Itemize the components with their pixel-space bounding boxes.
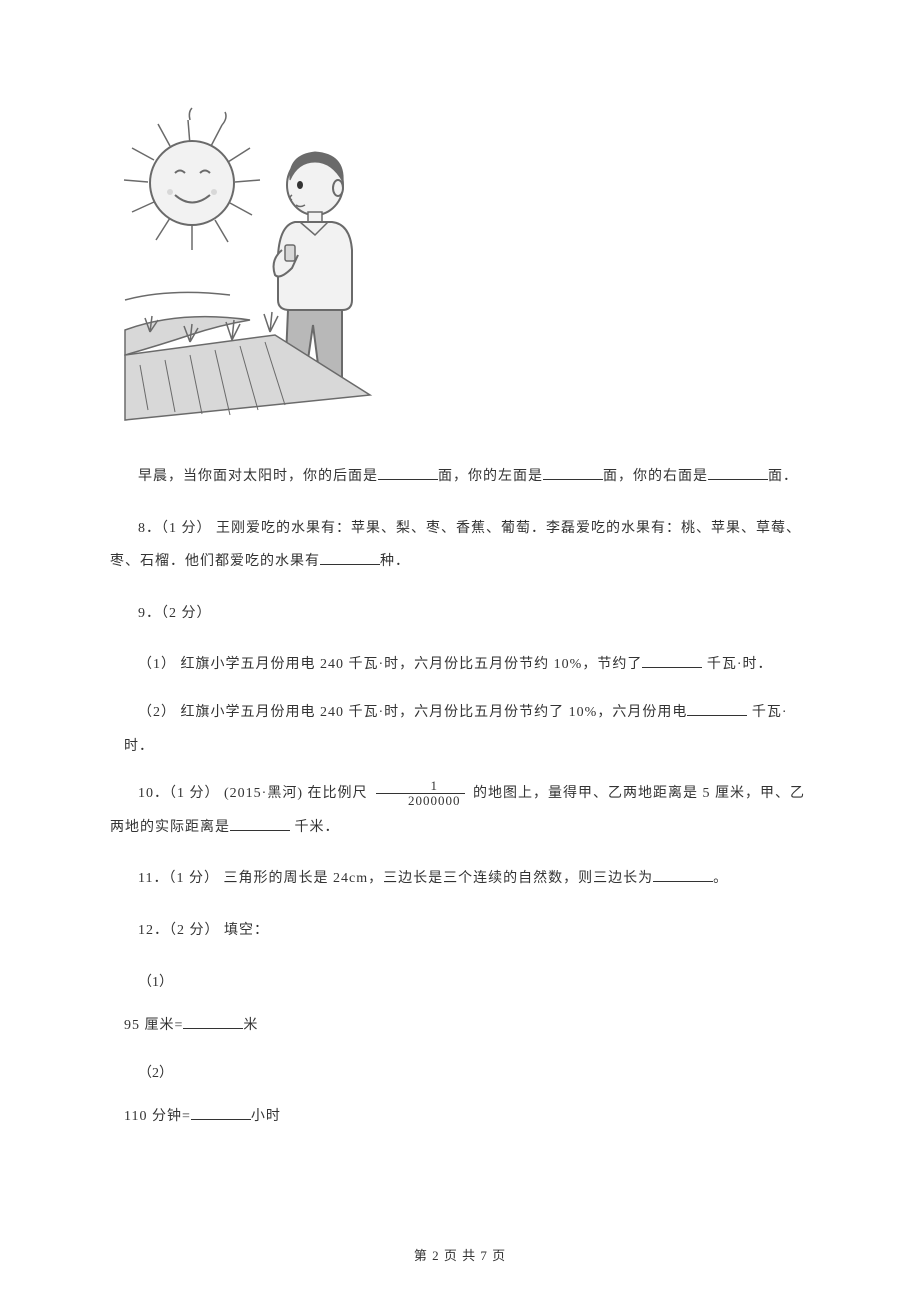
q10-frac-den: 2000000 bbox=[376, 793, 465, 808]
q8-number: 8． bbox=[138, 521, 161, 536]
q9-sub2: （2） 红旗小学五月份用电 240 千瓦·时，六月份比五月份节约了 10%，六月… bbox=[124, 696, 810, 763]
q9-sub1-label: （1） bbox=[138, 657, 176, 672]
q7-prefix: 早晨，当你面对太阳时，你的后面是 bbox=[138, 469, 378, 484]
page-number: 第 2 页 共 7 页 bbox=[414, 1248, 506, 1263]
q10-text2: 千米． bbox=[290, 820, 340, 835]
q7-text: 早晨，当你面对太阳时，你的后面是 面，你的左面是 面，你的右面是 面． bbox=[110, 460, 810, 494]
q10-source: (2015·黑河) 在比例尺 bbox=[220, 786, 373, 801]
q8: 8．（1 分） 王刚爱吃的水果有：苹果、梨、枣、香蕉、葡萄．李磊爱吃的水果有：桃… bbox=[110, 512, 810, 579]
q10-frac-num: 1 bbox=[376, 779, 465, 793]
q12-sub1-label: （1） bbox=[124, 966, 810, 1000]
q11-number: 11． bbox=[138, 871, 168, 886]
q9-sub1-text2: 千瓦·时． bbox=[702, 657, 772, 672]
q9-header: 9．（2 分） bbox=[110, 597, 810, 631]
q10-fraction: 12000000 bbox=[376, 779, 465, 809]
q7-blank-3 bbox=[708, 466, 768, 480]
q12-points: （2 分） bbox=[169, 923, 220, 938]
q12-sub1-left: 95 厘米= bbox=[124, 1018, 183, 1033]
q11-blank bbox=[653, 868, 713, 882]
q10-number: 10． bbox=[138, 786, 169, 801]
q9-sub1-blank bbox=[642, 654, 702, 668]
q10: 10．（1 分） (2015·黑河) 在比例尺 12000000 的地图上，量得… bbox=[110, 777, 810, 844]
q7-illustration bbox=[120, 100, 810, 430]
q8-text2: 种． bbox=[380, 554, 410, 569]
q10-points: （1 分） bbox=[169, 786, 220, 801]
q12-sub2-eq: 110 分钟= 小时 bbox=[124, 1100, 810, 1134]
q11-text1: 三角形的周长是 24cm，三边长是三个连续的自然数，则三边长为 bbox=[219, 871, 653, 886]
q7-mid2: 面，你的右面是 bbox=[603, 469, 708, 484]
q7-blank-1 bbox=[378, 466, 438, 480]
q11-text2: 。 bbox=[713, 871, 728, 886]
q12-sub1-eq: 95 厘米= 米 bbox=[124, 1009, 810, 1043]
q12-sub2-label: （2） bbox=[124, 1057, 810, 1091]
q10-blank bbox=[230, 817, 290, 831]
q9-sub1-text1: 红旗小学五月份用电 240 千瓦·时，六月份比五月份节约 10%，节约了 bbox=[176, 657, 642, 672]
q8-points: （1 分） bbox=[161, 521, 212, 536]
q12-sub2-right: 小时 bbox=[251, 1109, 281, 1124]
q9-sub1: （1） 红旗小学五月份用电 240 千瓦·时，六月份比五月份节约 10%，节约了… bbox=[124, 648, 810, 682]
q12-sub2-left: 110 分钟= bbox=[124, 1109, 191, 1124]
q12-sub1-right: 米 bbox=[243, 1018, 258, 1033]
q9-number: 9． bbox=[138, 606, 161, 621]
q12-header: 12．（2 分） 填空： bbox=[110, 914, 810, 948]
q9-points: （2 分） bbox=[161, 606, 212, 621]
sun-boy-illustration bbox=[120, 100, 390, 430]
page-footer: 第 2 页 共 7 页 bbox=[0, 1245, 920, 1264]
q12-label: 填空： bbox=[220, 923, 270, 938]
q12-sub2-blank bbox=[191, 1106, 251, 1120]
q8-blank bbox=[320, 551, 380, 565]
q8-text1: 王刚爱吃的水果有：苹果、梨、枣、香蕉、葡萄．李磊爱吃的水果有：桃、苹果、草莓、枣… bbox=[110, 521, 801, 570]
q7-suffix: 面． bbox=[768, 469, 798, 484]
q11: 11．（1 分） 三角形的周长是 24cm，三边长是三个连续的自然数，则三边长为… bbox=[110, 862, 810, 896]
q9-sub2-text1: 红旗小学五月份用电 240 千瓦·时，六月份比五月份节约了 10%，六月份用电 bbox=[176, 705, 687, 720]
q7-mid1: 面，你的左面是 bbox=[438, 469, 543, 484]
q12-number: 12． bbox=[138, 923, 169, 938]
q12-sub1-blank bbox=[183, 1015, 243, 1029]
q11-points: （1 分） bbox=[168, 871, 219, 886]
q7-blank-2 bbox=[543, 466, 603, 480]
q9-sub2-blank bbox=[687, 702, 747, 716]
q9-sub2-label: （2） bbox=[138, 705, 176, 720]
